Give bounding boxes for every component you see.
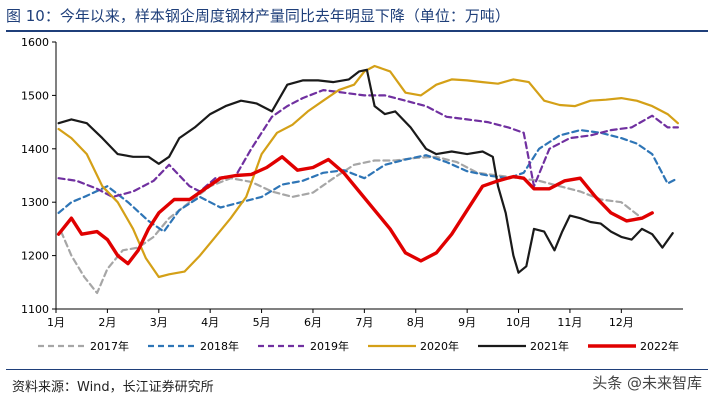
- series-line-6: [56, 155, 654, 266]
- x-tick-label: 4月: [201, 316, 219, 329]
- line-chart: 1100 1200 1300 1400 1500 1600 1月 2月 3月 4月 5月 6月 7月 8月…: [21, 36, 683, 353]
- x-tick-label: 5月: [253, 316, 271, 329]
- series-line-2: [57, 129, 680, 233]
- series-line-3: [57, 88, 680, 198]
- title-divider: [6, 30, 708, 32]
- legend-label-5: 2021年: [530, 339, 569, 353]
- x-tick-label: 11月: [557, 316, 582, 329]
- legend-label-3: 2019年: [310, 339, 349, 353]
- y-tick-label: 1600: [21, 36, 49, 49]
- x-tick-label: 6月: [304, 316, 322, 329]
- x-tick-label: 1月: [47, 316, 65, 329]
- series-line-1: [59, 155, 644, 295]
- legend-label-4: 2020年: [420, 339, 459, 353]
- series-line-5: [57, 68, 674, 274]
- y-tick-label: 1400: [21, 143, 49, 156]
- chart-title: 图 10：今年以来，样本钢企周度钢材产量同比去年明显下降（单位：万吨）: [6, 7, 510, 25]
- x-tick-label: 8月: [407, 316, 425, 329]
- chart-legend: 2017年 2018年 2019年 2020年 2021年 2022年: [38, 339, 679, 353]
- x-tick-label: 7月: [355, 316, 373, 329]
- y-tick-label: 1500: [21, 89, 49, 102]
- legend-label-2: 2018年: [200, 339, 239, 353]
- footer-divider: [6, 369, 708, 370]
- x-tick-label: 12月: [609, 316, 634, 329]
- x-tick-label: 2月: [98, 316, 116, 329]
- y-tick-label: 1300: [21, 196, 49, 209]
- source-note: 资料来源：Wind，长江证券研究所: [12, 380, 214, 395]
- x-tick-label: 9月: [458, 316, 476, 329]
- legend-label-6: 2022年: [640, 339, 679, 353]
- x-tick-label: 3月: [150, 316, 168, 329]
- chart-axes: 1100 1200 1300 1400 1500 1600 1月 2月 3月 4月 5月 6月 7月 8月…: [21, 36, 683, 329]
- y-tick-label: 1100: [21, 303, 49, 316]
- legend-label-1: 2017年: [90, 339, 129, 353]
- series-line-4: [57, 64, 680, 279]
- y-tick-label: 1200: [21, 250, 49, 263]
- x-tick-label: 10月: [506, 316, 531, 329]
- watermark-text: 头条 @未来智库: [592, 374, 702, 392]
- chart-series: [56, 64, 680, 295]
